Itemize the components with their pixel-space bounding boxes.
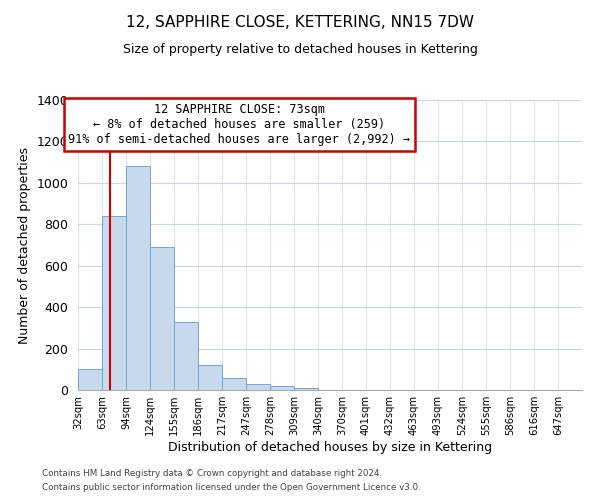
- Bar: [126, 166, 150, 390]
- Bar: [102, 216, 126, 390]
- Text: Size of property relative to detached houses in Kettering: Size of property relative to detached ho…: [122, 42, 478, 56]
- Bar: [246, 384, 270, 390]
- Bar: [222, 378, 246, 390]
- Bar: [174, 322, 198, 390]
- Bar: [270, 386, 294, 390]
- Text: Contains public sector information licensed under the Open Government Licence v3: Contains public sector information licen…: [42, 484, 421, 492]
- Bar: [198, 365, 222, 390]
- Text: 12 SAPPHIRE CLOSE: 73sqm
← 8% of detached houses are smaller (259)
91% of semi-d: 12 SAPPHIRE CLOSE: 73sqm ← 8% of detache…: [68, 103, 410, 146]
- Bar: [294, 388, 318, 390]
- Text: 12, SAPPHIRE CLOSE, KETTERING, NN15 7DW: 12, SAPPHIRE CLOSE, KETTERING, NN15 7DW: [126, 15, 474, 30]
- Bar: [78, 370, 102, 390]
- X-axis label: Distribution of detached houses by size in Kettering: Distribution of detached houses by size …: [168, 441, 492, 454]
- Bar: [150, 247, 174, 390]
- Y-axis label: Number of detached properties: Number of detached properties: [18, 146, 31, 344]
- Text: Contains HM Land Registry data © Crown copyright and database right 2024.: Contains HM Land Registry data © Crown c…: [42, 468, 382, 477]
